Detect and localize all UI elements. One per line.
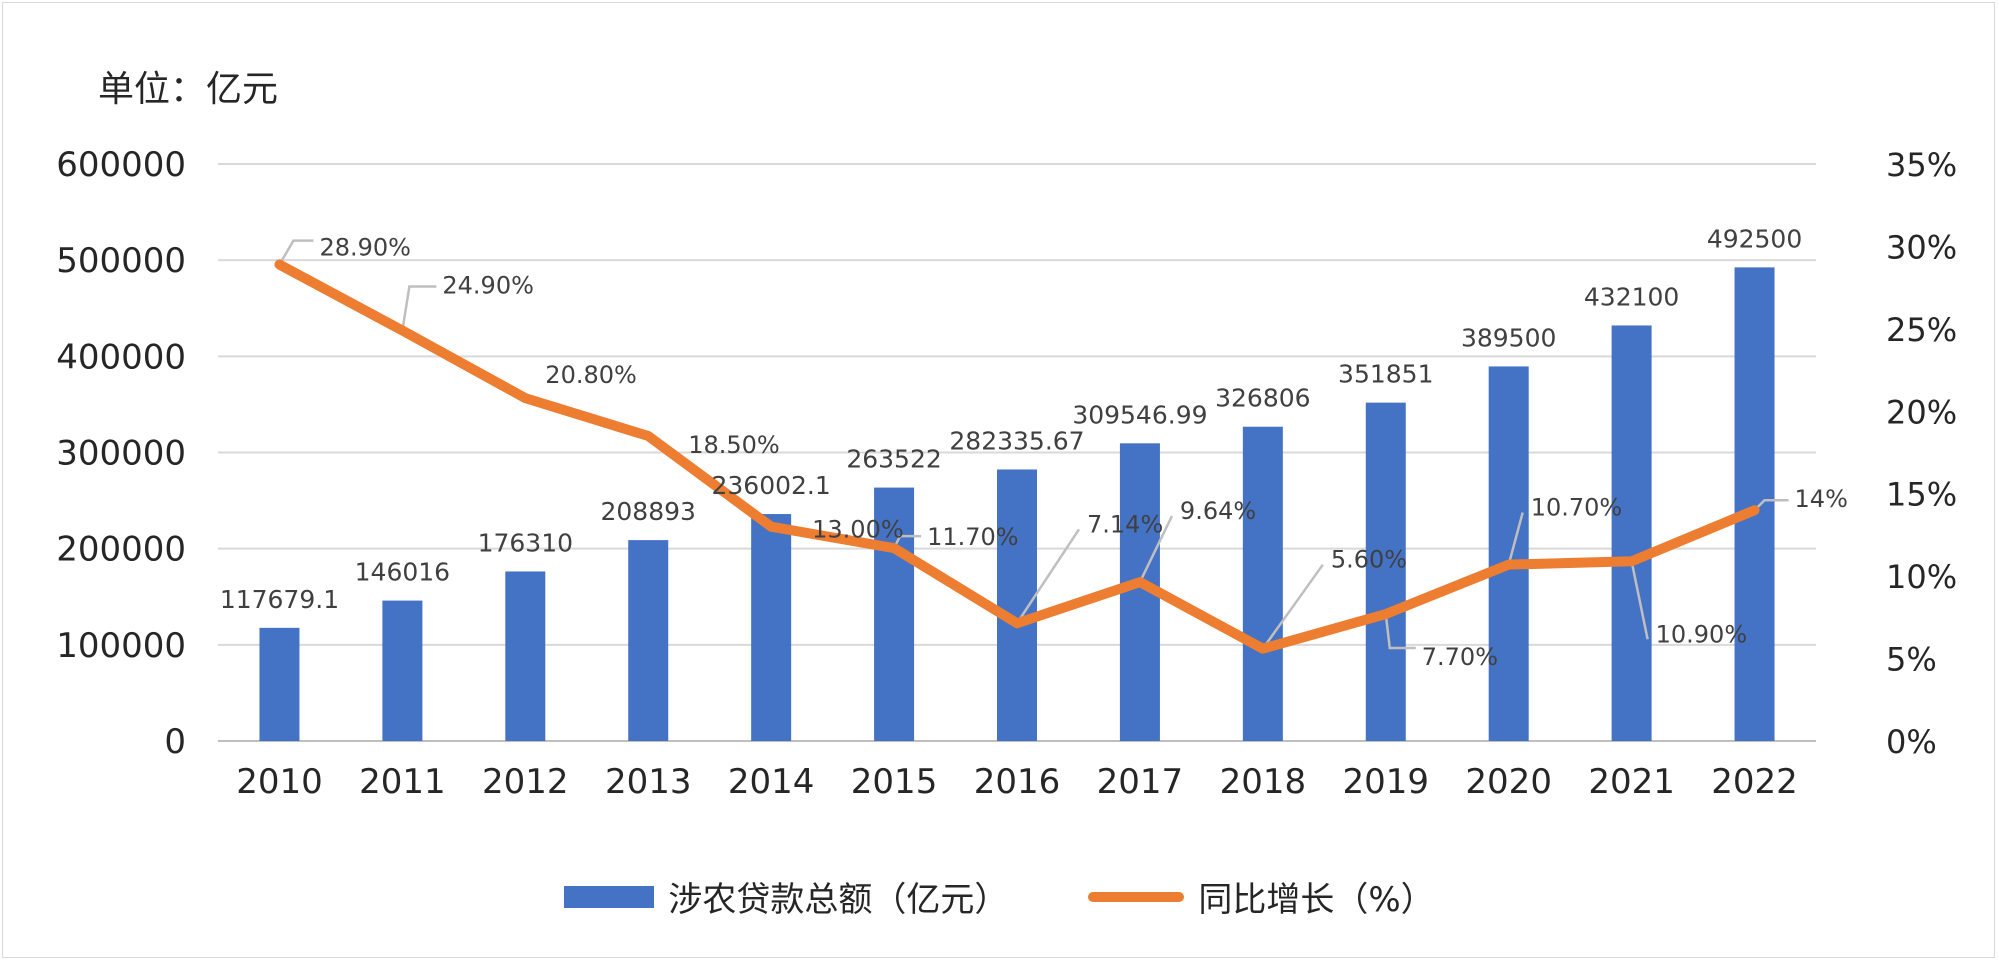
bar xyxy=(259,627,300,741)
bar xyxy=(1488,366,1529,741)
bar-value-label: 236002.1 xyxy=(712,471,831,500)
y-right-tick-label: 35% xyxy=(1886,146,1957,184)
bar-value-label: 432100 xyxy=(1584,282,1679,311)
bar xyxy=(1365,402,1406,741)
line-value-label: 18.50% xyxy=(688,431,780,459)
x-tick-label: 2020 xyxy=(1465,762,1552,802)
y-right-tick-label: 10% xyxy=(1886,558,1957,596)
x-tick-label: 2019 xyxy=(1343,762,1430,802)
bar-value-label: 282335.67 xyxy=(949,426,1084,455)
label-leader-line xyxy=(1261,563,1324,650)
data-labels: 117679.1 146016 176310 208893 236002.1 263522… xyxy=(220,224,1848,671)
bar-series xyxy=(259,267,1775,741)
bar-value-label: 263522 xyxy=(846,445,941,474)
y-left-tick-label: 400000 xyxy=(56,337,186,377)
line-value-label: 13.00% xyxy=(812,516,904,544)
label-leader-line xyxy=(1015,528,1081,624)
y-left-tick-label: 600000 xyxy=(56,145,186,185)
line-value-label: 14% xyxy=(1795,485,1848,513)
label-leader-line xyxy=(1630,561,1649,640)
legend-item-line[interactable]: 同比增长（%） xyxy=(1088,872,1435,921)
bar xyxy=(1611,325,1652,741)
label-leader-line xyxy=(1138,515,1174,583)
line-value-label: 28.90% xyxy=(319,234,411,262)
y-right-tick-label: 0% xyxy=(1886,723,1937,761)
line-value-label: 7.70% xyxy=(1422,643,1498,671)
label-leader-line xyxy=(401,285,437,331)
legend-bar-swatch xyxy=(564,885,655,908)
label-leader-line xyxy=(1384,613,1416,650)
line-value-label: 5.60% xyxy=(1331,546,1407,574)
y-left-tick-label: 100000 xyxy=(56,626,186,666)
line-value-label: 9.64% xyxy=(1180,497,1256,525)
bar xyxy=(505,571,546,741)
x-tick-label: 2010 xyxy=(236,762,323,802)
x-tick-label: 2014 xyxy=(728,762,815,802)
line-value-label: 7.14% xyxy=(1087,510,1163,538)
line-value-label: 10.70% xyxy=(1531,494,1623,522)
bar-value-label: 492500 xyxy=(1707,224,1802,253)
label-leader-line xyxy=(1507,512,1524,565)
x-tick-label: 2018 xyxy=(1220,762,1307,802)
bar xyxy=(628,540,669,741)
bar-value-label: 309546.99 xyxy=(1072,400,1207,429)
bar xyxy=(382,600,423,741)
bar-value-label: 208893 xyxy=(601,497,696,526)
bar xyxy=(1242,426,1283,741)
line-value-label: 10.90% xyxy=(1656,620,1748,648)
bar xyxy=(751,514,792,741)
bar-value-label: 146016 xyxy=(355,558,450,587)
axes: 0 100000 200000 300000 400000 500000 600000 0% 5… xyxy=(56,145,1957,802)
y-left-tick-label: 0 xyxy=(164,722,186,762)
line-series xyxy=(274,259,1760,654)
legend-item-bar[interactable]: 涉农贷款总额（亿元） xyxy=(564,872,1008,921)
legend: 涉农贷款总额（亿元） 同比增长（%） xyxy=(0,872,1999,921)
growth-line xyxy=(274,259,1760,654)
x-tick-label: 2015 xyxy=(851,762,938,802)
x-tick-label: 2022 xyxy=(1711,762,1798,802)
y-left-tick-label: 300000 xyxy=(56,434,186,474)
legend-line-swatch xyxy=(1088,891,1185,902)
gridlines xyxy=(218,163,1816,742)
x-tick-label: 2017 xyxy=(1097,762,1184,802)
y-right-tick-label: 25% xyxy=(1886,311,1957,349)
line-value-label: 11.70% xyxy=(927,523,1019,551)
bar xyxy=(874,487,915,741)
bar-value-label: 117679.1 xyxy=(220,585,339,614)
unit-label: 单位：亿元 xyxy=(98,69,279,110)
bar xyxy=(997,469,1037,741)
x-tick-label: 2012 xyxy=(482,762,569,802)
y-right-tick-label: 5% xyxy=(1886,641,1937,679)
label-leader-line xyxy=(278,239,314,266)
x-tick-label: 2011 xyxy=(359,762,446,802)
y-right-tick-label: 30% xyxy=(1886,228,1957,266)
line-value-label: 24.90% xyxy=(442,272,534,300)
line-value-label: 20.80% xyxy=(545,361,637,389)
y-right-tick-label: 15% xyxy=(1886,476,1957,514)
legend-line-label: 同比增长（%） xyxy=(1198,880,1435,920)
x-tick-label: 2016 xyxy=(974,762,1061,802)
bar-value-label: 351851 xyxy=(1338,360,1433,389)
x-tick-label: 2021 xyxy=(1588,762,1675,802)
bar-value-label: 326806 xyxy=(1215,384,1310,413)
label-leader-lines xyxy=(278,239,1789,650)
bar xyxy=(1734,267,1775,741)
bar-value-label: 176310 xyxy=(478,528,573,557)
legend-bar-label: 涉农贷款总额（亿元） xyxy=(668,880,1009,920)
y-left-tick-label: 500000 xyxy=(56,241,186,281)
y-left-tick-label: 200000 xyxy=(56,530,186,570)
bar-value-label: 389500 xyxy=(1461,323,1556,352)
y-right-tick-label: 20% xyxy=(1886,393,1957,431)
x-tick-label: 2013 xyxy=(605,762,692,802)
